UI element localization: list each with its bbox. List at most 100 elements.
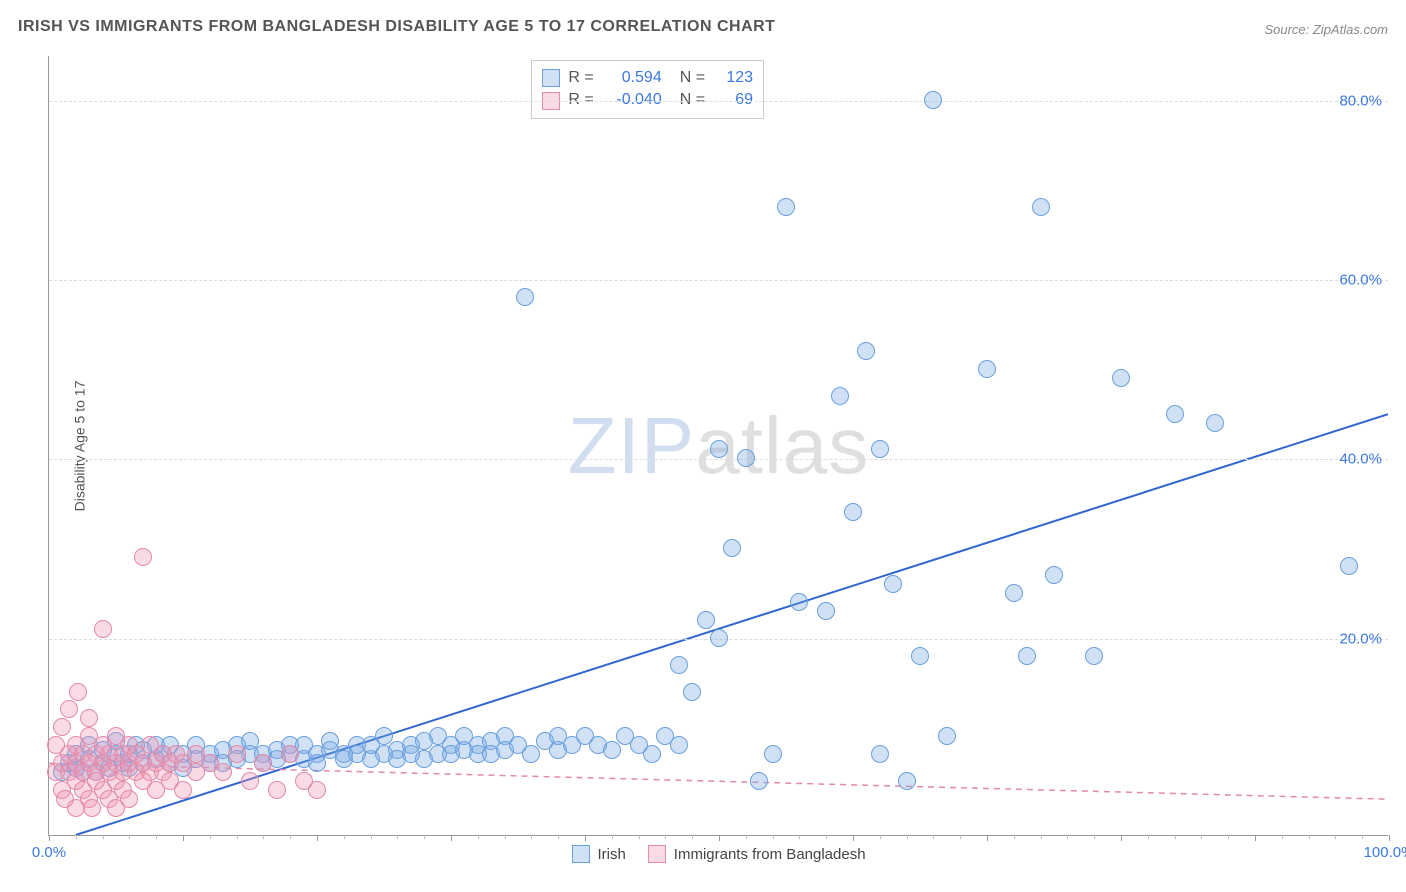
x-minor-tick xyxy=(505,835,506,839)
x-minor-tick xyxy=(799,835,800,839)
y-tick-label: 80.0% xyxy=(1339,92,1382,109)
source-attribution: Source: ZipAtlas.com xyxy=(1264,22,1388,37)
n-label: N = xyxy=(680,67,705,89)
legend-swatch xyxy=(648,845,666,863)
gridline xyxy=(49,459,1388,460)
data-point xyxy=(978,360,996,378)
legend-label: Immigrants from Bangladesh xyxy=(674,846,866,863)
data-point xyxy=(1206,414,1224,432)
data-point xyxy=(120,790,138,808)
x-minor-tick xyxy=(612,835,613,839)
data-point xyxy=(174,781,192,799)
x-minor-tick xyxy=(1148,835,1149,839)
correlation-stats-box: R =0.594N =123R =-0.040N =69 xyxy=(531,60,764,119)
series-legend: Irish Immigrants from Bangladesh xyxy=(571,845,865,863)
data-point xyxy=(683,683,701,701)
x-minor-tick xyxy=(1282,835,1283,839)
data-point xyxy=(60,700,78,718)
data-point xyxy=(603,741,621,759)
x-tick xyxy=(183,835,184,841)
r-label: R = xyxy=(568,67,593,89)
x-tick xyxy=(1121,835,1122,841)
gridline xyxy=(49,101,1388,102)
x-minor-tick xyxy=(1014,835,1015,839)
x-tick xyxy=(1389,835,1390,841)
data-point xyxy=(516,288,534,306)
x-tick xyxy=(853,835,854,841)
x-minor-tick xyxy=(76,835,77,839)
data-point xyxy=(214,763,232,781)
data-point xyxy=(898,772,916,790)
legend-item: Irish xyxy=(571,845,625,863)
x-minor-tick xyxy=(692,835,693,839)
x-minor-tick xyxy=(290,835,291,839)
x-minor-tick xyxy=(397,835,398,839)
data-point xyxy=(710,440,728,458)
x-minor-tick xyxy=(746,835,747,839)
x-minor-tick xyxy=(1067,835,1068,839)
x-tick xyxy=(49,835,50,841)
data-point xyxy=(857,342,875,360)
data-point xyxy=(228,745,246,763)
data-point xyxy=(1340,557,1358,575)
y-tick-label: 20.0% xyxy=(1339,630,1382,647)
data-point xyxy=(643,745,661,763)
data-point xyxy=(790,593,808,611)
gridline xyxy=(49,280,1388,281)
x-tick-label: 100.0% xyxy=(1364,844,1406,861)
data-point xyxy=(1045,566,1063,584)
data-point xyxy=(884,575,902,593)
data-point xyxy=(670,656,688,674)
x-minor-tick xyxy=(531,835,532,839)
data-point xyxy=(817,602,835,620)
data-point xyxy=(522,745,540,763)
x-minor-tick xyxy=(263,835,264,839)
y-tick-label: 60.0% xyxy=(1339,272,1382,289)
x-minor-tick xyxy=(344,835,345,839)
legend-swatch xyxy=(571,845,589,863)
data-point xyxy=(764,745,782,763)
data-point xyxy=(268,781,286,799)
x-minor-tick xyxy=(1228,835,1229,839)
x-minor-tick xyxy=(129,835,130,839)
x-tick xyxy=(719,835,720,841)
data-point xyxy=(1166,405,1184,423)
n-value: 123 xyxy=(713,67,753,89)
data-point xyxy=(80,709,98,727)
data-point xyxy=(924,91,942,109)
data-point xyxy=(1112,369,1130,387)
data-point xyxy=(697,611,715,629)
data-point xyxy=(871,745,889,763)
x-tick xyxy=(317,835,318,841)
x-minor-tick xyxy=(210,835,211,839)
x-minor-tick xyxy=(558,835,559,839)
series-swatch xyxy=(542,69,560,87)
data-point xyxy=(844,503,862,521)
x-minor-tick xyxy=(933,835,934,839)
x-tick-label: 0.0% xyxy=(32,844,66,861)
data-point xyxy=(1032,198,1050,216)
x-minor-tick xyxy=(156,835,157,839)
x-minor-tick xyxy=(665,835,666,839)
x-minor-tick xyxy=(478,835,479,839)
x-minor-tick xyxy=(880,835,881,839)
data-point xyxy=(871,440,889,458)
data-point xyxy=(83,799,101,817)
data-point xyxy=(670,736,688,754)
legend-item: Immigrants from Bangladesh xyxy=(648,845,866,863)
data-point xyxy=(281,745,299,763)
x-tick xyxy=(987,835,988,841)
x-minor-tick xyxy=(907,835,908,839)
y-tick-label: 40.0% xyxy=(1339,451,1382,468)
watermark-zip: ZIP xyxy=(568,401,695,490)
data-point xyxy=(710,629,728,647)
data-point xyxy=(831,387,849,405)
x-minor-tick xyxy=(1175,835,1176,839)
data-point xyxy=(723,539,741,557)
data-point xyxy=(308,754,326,772)
data-point xyxy=(94,620,112,638)
r-value: 0.594 xyxy=(602,67,662,89)
legend-label: Irish xyxy=(597,846,625,863)
x-minor-tick xyxy=(960,835,961,839)
data-point xyxy=(69,683,87,701)
